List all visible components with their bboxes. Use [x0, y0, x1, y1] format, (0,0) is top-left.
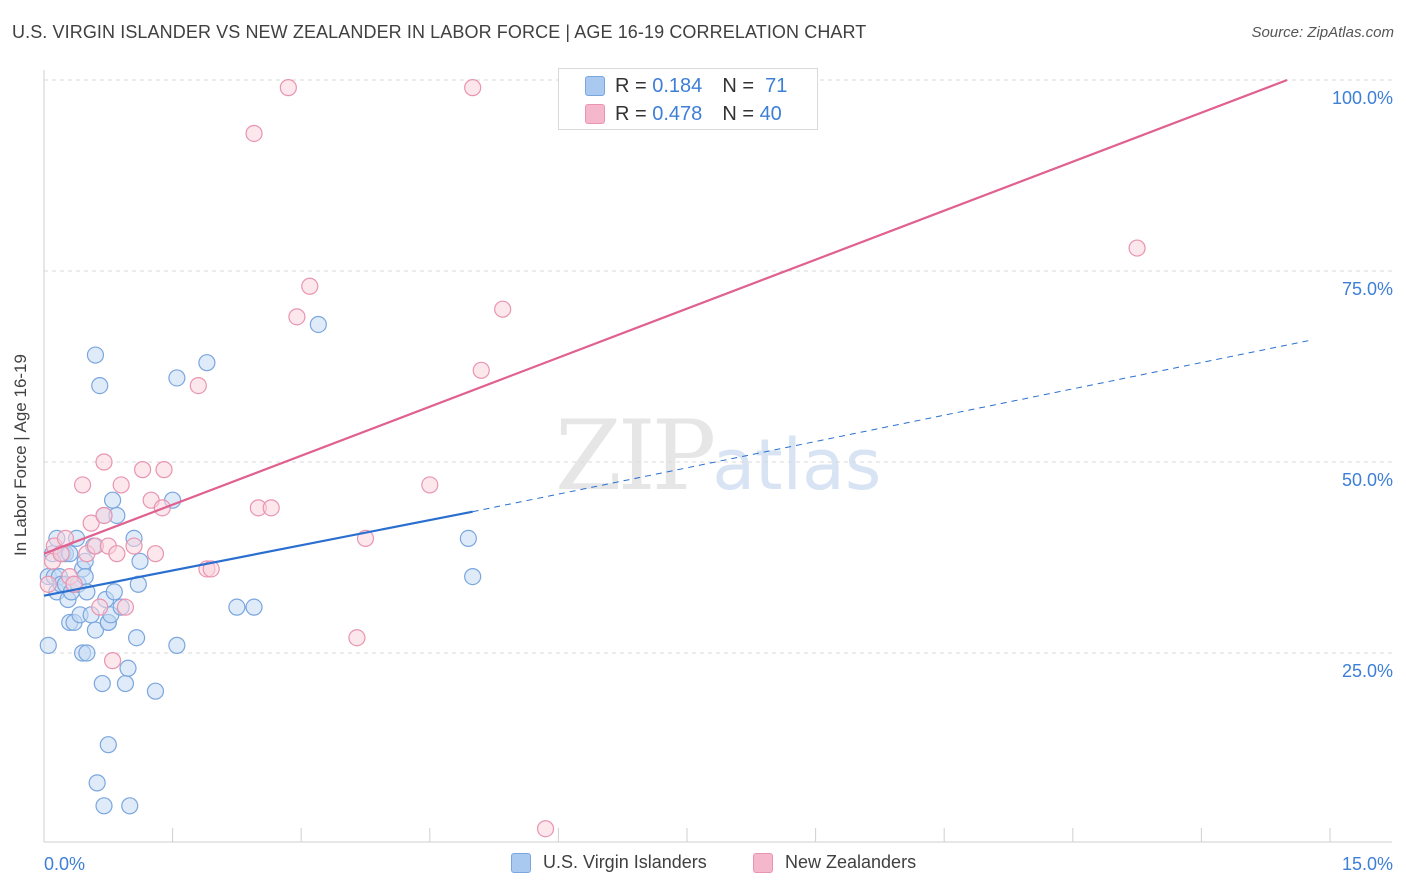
virgin-islander-point — [78, 644, 96, 662]
new-zealander-point — [472, 361, 490, 379]
correlation-row-new-zealanders: R = 0.478 N = 40 — [585, 101, 782, 127]
virgin-islander-point — [88, 774, 106, 792]
series-legend: U.S. Virgin Islanders New Zealanders — [0, 852, 1406, 878]
y-tick-label: 50.0% — [1342, 470, 1393, 490]
new-zealander-point — [108, 545, 126, 563]
legend-label-virgin-islanders: U.S. Virgin Islanders — [543, 852, 707, 872]
new-zealander-point — [279, 79, 297, 97]
new-zealander-point — [1128, 239, 1146, 257]
new-zealander-point — [95, 506, 113, 525]
new-zealander-point — [155, 461, 173, 479]
y-axis-title: In Labor Force | Age 16-19 — [11, 354, 30, 556]
legend-label-new-zealanders: New Zealanders — [785, 852, 917, 872]
virgin-islander-point — [86, 621, 105, 639]
n-label: N = — [722, 74, 754, 97]
new-zealander-point — [82, 514, 100, 532]
new-zealanders-trendline — [43, 78, 1288, 555]
chart-title: U.S. VIRGIN ISLANDER VS NEW ZEALANDER IN… — [12, 22, 867, 42]
new-zealander-point — [91, 598, 109, 616]
n-value: 40 — [759, 102, 782, 125]
virgin-islander-point — [168, 636, 186, 654]
virgin-islander-point — [95, 797, 113, 815]
virgin-islander-point — [86, 346, 105, 364]
virgin-islanders-swatch — [585, 76, 605, 96]
virgin-islander-point — [121, 797, 139, 815]
n-label: N = — [722, 102, 754, 125]
new-zealander-point — [202, 560, 220, 578]
new-zealander-point — [464, 79, 482, 97]
r-label: R = — [615, 102, 647, 125]
new-zealander-point — [146, 545, 165, 563]
virgin-islander-point — [105, 583, 123, 601]
legend-item-new-zealanders[interactable]: New Zealanders — [753, 852, 916, 873]
r-value: 0.184 — [652, 74, 703, 97]
watermark: ZIPatlas — [555, 400, 881, 512]
new-zealander-point — [95, 453, 113, 471]
x-tick-label-max: 15.0% — [1342, 854, 1393, 874]
virgin-islander-point — [103, 491, 122, 509]
new-zealanders-swatch — [585, 104, 605, 124]
new-zealander-point — [39, 575, 57, 593]
new-zealander-point — [73, 476, 92, 494]
virgin-islanders-trendline-extension — [472, 339, 1313, 513]
virgin-islander-point — [309, 315, 327, 334]
virgin-islander-point — [119, 659, 137, 677]
virgin-islander-point — [464, 567, 482, 586]
correlation-row-virgin-islanders: R = 0.184 N = 71 — [585, 73, 787, 99]
y-tick-label: 100.0% — [1332, 88, 1393, 108]
new-zealander-point — [301, 277, 319, 295]
new-zealander-point — [348, 629, 366, 647]
watermark-atlas: atlas — [712, 424, 882, 506]
virgin-islander-point — [91, 377, 109, 395]
new-zealander-point — [116, 598, 135, 616]
new-zealander-point — [133, 461, 152, 479]
new-zealander-point — [262, 499, 280, 517]
y-tick-label: 75.0% — [1342, 279, 1393, 299]
correlation-legend: R = 0.184 N = 71 R = 0.478 N = 40 — [558, 68, 818, 130]
virgin-islander-point — [459, 529, 477, 548]
new-zealander-point — [536, 820, 555, 838]
new-zealander-point — [112, 476, 130, 494]
new-zealander-point — [189, 377, 207, 395]
new-zealander-point — [245, 124, 263, 143]
virgin-islander-point — [146, 682, 165, 700]
legend-item-virgin-islanders[interactable]: U.S. Virgin Islanders — [511, 852, 707, 873]
new-zealander-point — [288, 308, 306, 326]
virgin-islanders-trendline — [43, 510, 473, 597]
new-zealander-point — [421, 476, 439, 494]
r-label: R = — [615, 74, 647, 97]
n-value: 71 — [765, 74, 788, 97]
virgin-islander-point — [99, 736, 117, 754]
virgin-islander-point — [93, 674, 111, 693]
virgin-islander-point — [131, 552, 149, 570]
y-tick-label: 25.0% — [1342, 661, 1393, 681]
source-credit: Source: ZipAtlas.com — [1251, 24, 1394, 41]
new-zealanders-legend-swatch — [753, 852, 773, 873]
x-tick-label-min: 0.0% — [44, 854, 85, 874]
new-zealander-point — [125, 537, 143, 555]
new-zealander-point — [103, 652, 122, 670]
watermark-zip: ZIP — [555, 400, 716, 512]
virgin-islander-point — [198, 354, 216, 372]
virgin-islander-point — [127, 629, 146, 647]
new-zealander-point — [494, 300, 512, 318]
virgin-islander-point — [168, 369, 186, 387]
r-value: 0.478 — [652, 102, 703, 125]
virgin-islander-point — [116, 674, 135, 693]
virgin-islander-point — [245, 598, 263, 616]
virgin-islander-point — [228, 598, 246, 616]
virgin-islander-point — [39, 636, 57, 654]
virgin-islanders-legend-swatch — [511, 852, 531, 873]
